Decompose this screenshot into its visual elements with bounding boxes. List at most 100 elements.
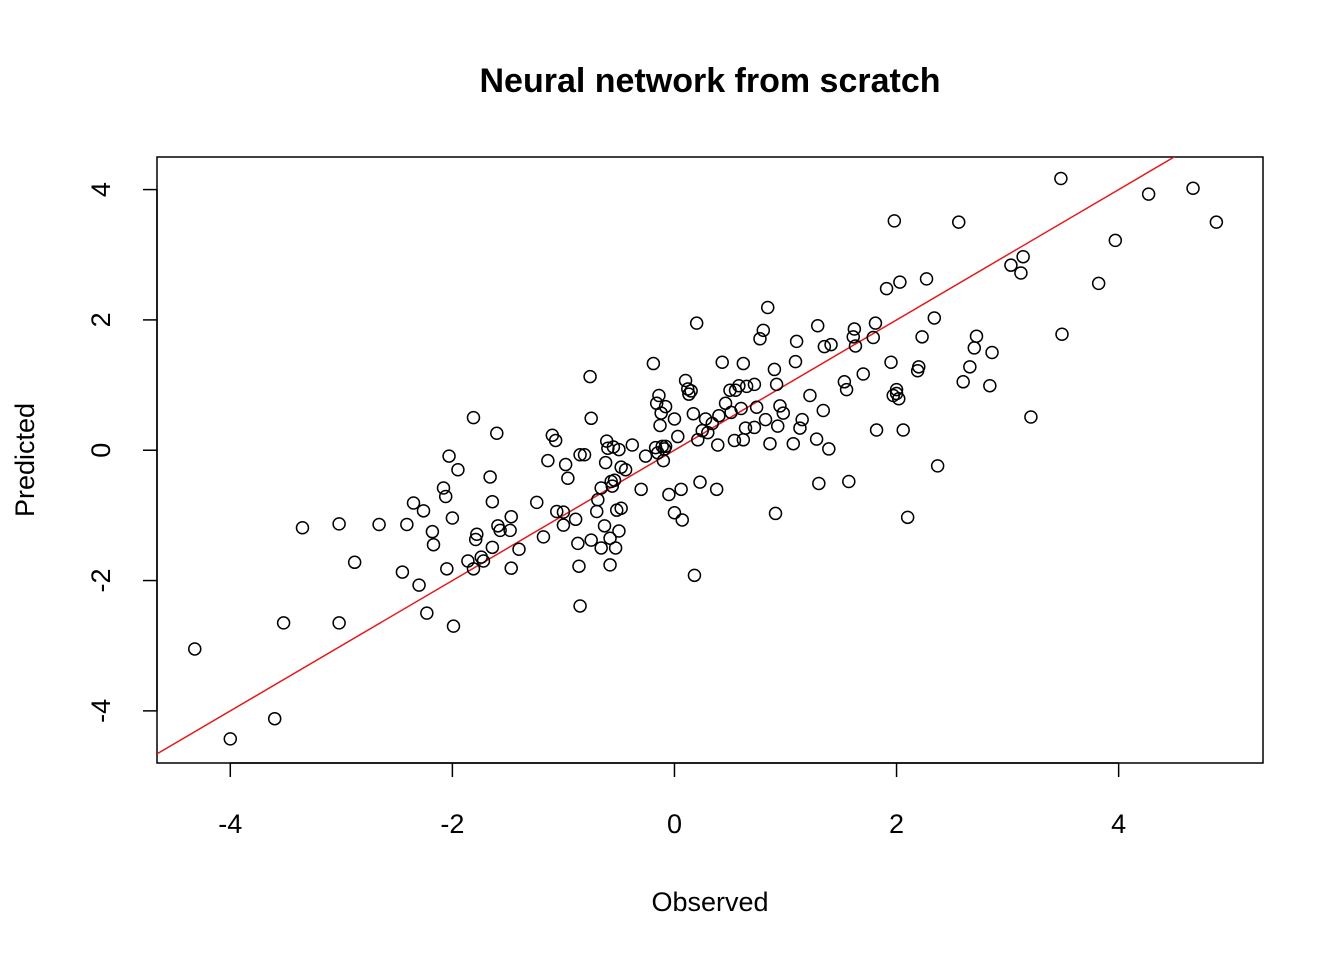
data-point [822, 442, 836, 456]
data-point [837, 375, 852, 389]
data-point [727, 433, 742, 448]
data-point [847, 322, 862, 336]
data-point [736, 433, 751, 447]
data-point [912, 360, 926, 374]
data-point [919, 272, 934, 286]
data-point [786, 436, 801, 451]
data-point [985, 345, 999, 360]
data-point [675, 513, 689, 527]
data-point [597, 519, 612, 533]
data-point [614, 501, 628, 515]
data-point [476, 554, 491, 568]
data-point [930, 459, 945, 473]
data-point [468, 532, 483, 547]
y-tick-label: 0 [86, 443, 116, 458]
data-point [848, 339, 863, 353]
data-point [747, 377, 762, 392]
data-point [1141, 187, 1156, 201]
data-point [776, 406, 791, 420]
x-tick-label: 4 [1111, 809, 1126, 839]
data-point [420, 606, 434, 620]
data-point [709, 482, 724, 497]
data-point [556, 505, 571, 519]
data-point [416, 504, 431, 518]
data-point [493, 523, 507, 538]
plot-frame [156, 156, 1264, 764]
data-point [846, 330, 860, 344]
data-point [686, 406, 701, 421]
data-point [556, 518, 571, 532]
data-point [824, 337, 838, 352]
data-point [678, 373, 693, 388]
data-point [1016, 249, 1030, 264]
data-point [768, 506, 783, 521]
data-point [573, 448, 587, 462]
data-point [773, 399, 787, 413]
data-point [736, 356, 751, 371]
data-point [504, 561, 518, 575]
data-point [276, 616, 291, 630]
data-point [584, 533, 598, 547]
data-point [512, 542, 526, 557]
data-point [767, 362, 782, 377]
data-point [753, 332, 767, 346]
data-point [451, 463, 465, 477]
data-point [892, 391, 906, 406]
data-point [332, 616, 346, 630]
data-point [739, 379, 754, 394]
chart-title: Neural network from scratch [479, 62, 940, 100]
data-point [573, 599, 587, 613]
data-point [466, 410, 481, 425]
data-point [868, 316, 883, 330]
data-point [756, 323, 771, 338]
data-point [1186, 181, 1200, 196]
data-point [577, 448, 592, 462]
data-point [705, 416, 719, 431]
data-point [866, 330, 880, 345]
data-point [568, 512, 583, 527]
data-point [795, 412, 809, 427]
data-point [267, 711, 282, 726]
data-point [879, 281, 894, 296]
data-point [541, 453, 555, 468]
data-point [681, 382, 695, 396]
data-point [295, 521, 310, 535]
data-point [884, 355, 898, 370]
data-point [747, 420, 762, 435]
data-point [612, 442, 626, 457]
data-point [662, 487, 676, 502]
x-axis: -4 -2 0 2 4 [218, 762, 1126, 839]
data-point [769, 377, 784, 392]
data-point [684, 384, 698, 398]
data-point [442, 449, 456, 463]
data-point [789, 334, 804, 349]
data-point [689, 316, 704, 330]
data-point [470, 527, 484, 542]
data-point [1209, 215, 1224, 229]
data-point [612, 524, 626, 538]
data-point [810, 319, 825, 333]
data-point [1014, 266, 1028, 280]
data-point [817, 339, 832, 354]
data-point [605, 479, 620, 493]
data-point [536, 530, 551, 544]
x-tick-label: -2 [440, 809, 464, 839]
data-point [530, 495, 544, 510]
data-point [548, 433, 563, 448]
data-point [956, 375, 970, 389]
data-point [625, 438, 640, 452]
data-point [594, 541, 608, 555]
data-point [896, 423, 910, 437]
data-point [682, 387, 696, 401]
data-point [550, 504, 564, 519]
data-point [653, 418, 667, 433]
data-point [788, 354, 803, 369]
x-tick-label: 0 [667, 809, 682, 839]
data-point [760, 300, 775, 315]
data-point [223, 732, 238, 746]
data-point [466, 562, 481, 576]
data-point [658, 399, 673, 414]
data-point [963, 360, 977, 374]
data-point [332, 517, 346, 531]
